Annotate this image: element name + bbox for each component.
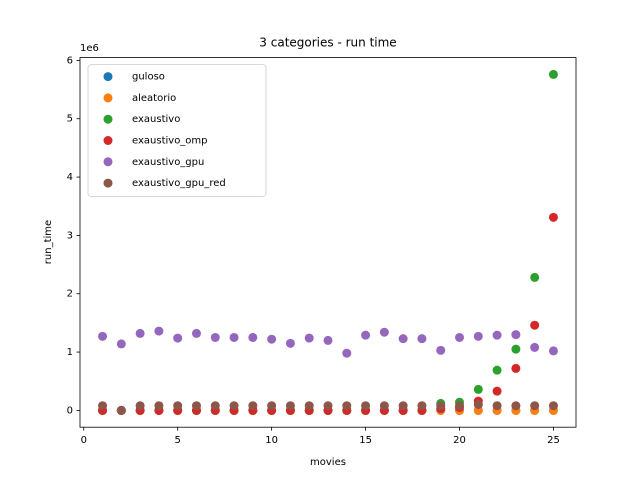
point	[492, 330, 502, 340]
point	[323, 401, 333, 411]
point	[492, 386, 502, 396]
point	[342, 401, 352, 411]
legend-marker	[103, 93, 113, 103]
point	[248, 401, 258, 411]
legend-marker	[103, 136, 113, 145]
point	[229, 332, 239, 342]
point	[530, 401, 540, 411]
point	[511, 363, 521, 373]
point	[436, 345, 446, 355]
point	[173, 401, 183, 411]
x-tick-label: 5	[175, 435, 181, 446]
legend-box	[87, 64, 267, 197]
point	[304, 401, 314, 411]
point	[285, 338, 295, 348]
point	[116, 405, 126, 415]
y-tick-label: 0	[67, 405, 73, 416]
point	[342, 348, 352, 358]
y-tick-label: 5	[67, 114, 73, 125]
point	[154, 401, 164, 411]
point	[379, 327, 389, 337]
point	[548, 69, 558, 79]
point	[229, 401, 239, 411]
y-tick-label: 2	[67, 289, 73, 300]
point	[530, 342, 540, 352]
y-tick-label: 1	[67, 347, 73, 358]
point	[455, 401, 465, 411]
legend-marker	[103, 72, 113, 82]
legend-label: exaustivo_omp	[132, 136, 208, 147]
x-axis-label: movies	[310, 457, 346, 468]
legend-label: exaustivo	[132, 114, 180, 125]
point	[154, 326, 164, 336]
x-tick-label: 10	[265, 435, 278, 446]
point	[191, 401, 201, 411]
x-tick-label: 0	[81, 435, 87, 446]
point	[98, 331, 108, 341]
legend-marker	[103, 178, 113, 188]
y-tick-label: 4	[67, 172, 73, 183]
point	[304, 333, 314, 343]
point	[455, 332, 465, 342]
point	[548, 401, 558, 411]
point	[530, 320, 540, 330]
legend-label: exaustivo_gpu	[132, 157, 204, 168]
y-offset-text: 1e6	[80, 43, 99, 54]
point	[492, 365, 502, 375]
point	[548, 212, 558, 222]
y-tick-label: 3	[67, 230, 73, 241]
x-tick-label: 15	[359, 435, 372, 446]
point	[417, 401, 427, 411]
point	[267, 334, 277, 344]
point	[173, 333, 183, 343]
x-tick-label: 25	[547, 435, 560, 446]
point	[379, 401, 389, 411]
point	[398, 334, 408, 344]
plot-frame	[79, 57, 577, 428]
point	[323, 335, 333, 345]
point	[417, 334, 427, 344]
point	[191, 328, 201, 338]
point	[473, 384, 483, 394]
point	[248, 332, 258, 342]
y-tick-label: 6	[67, 55, 73, 66]
point	[530, 272, 540, 282]
point	[135, 328, 145, 338]
point	[548, 346, 558, 356]
legend-marker	[103, 114, 113, 124]
point	[116, 339, 126, 349]
chart-title: 3 categories - run time	[259, 36, 396, 50]
point	[436, 401, 446, 411]
point	[511, 401, 521, 411]
point	[361, 401, 371, 411]
point	[511, 344, 521, 354]
point	[361, 330, 371, 340]
point	[135, 401, 145, 411]
point	[267, 401, 277, 411]
legend-label: guloso	[132, 72, 165, 83]
point	[210, 332, 220, 342]
y-axis-label: run_time	[43, 220, 54, 264]
point	[98, 401, 108, 411]
point	[210, 401, 220, 411]
x-tick-label: 20	[453, 435, 466, 446]
legend-label: exaustivo_gpu_red	[132, 178, 226, 189]
point	[473, 331, 483, 341]
point	[511, 330, 521, 340]
legend-marker	[103, 157, 113, 167]
point	[473, 400, 483, 410]
point	[398, 401, 408, 411]
legend-label: aleatorio	[132, 93, 176, 104]
point	[285, 401, 295, 411]
point	[492, 401, 502, 411]
